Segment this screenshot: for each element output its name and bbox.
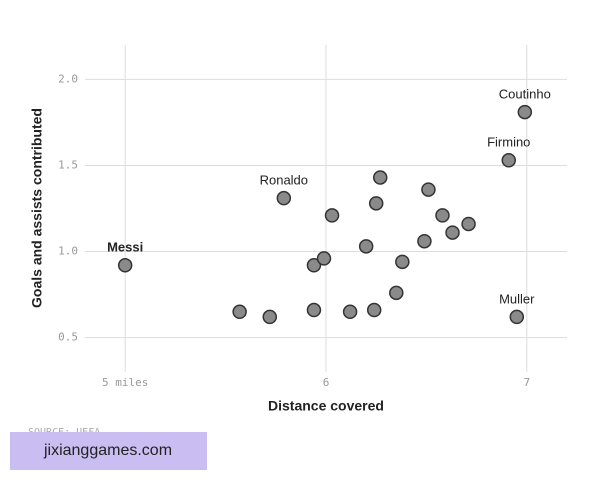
point [276,190,292,206]
y-tick-label: 1.5 [58,158,78,171]
point [262,309,278,325]
point [342,304,358,320]
point [417,233,432,249]
point [435,208,450,223]
watermark-box [10,432,207,470]
point [389,285,404,301]
point [461,216,476,232]
y-tick-label: 1.0 [58,245,78,258]
point-label: Muller [499,291,535,306]
point-label: Messi [107,240,143,255]
x-tick-label: 6 [323,376,330,389]
point [445,225,460,240]
point [117,258,133,273]
point [501,153,517,168]
point [509,309,525,325]
point [306,258,322,273]
point [232,304,247,320]
point [421,182,436,197]
watermark: jixianggames.com [43,442,172,459]
point [358,239,374,254]
point [366,302,382,318]
point-label: Coutinho [499,87,551,102]
point [324,208,340,223]
point-label: Ronaldo [260,173,308,188]
x-tick-label: 5 miles [102,376,148,389]
point [372,170,388,185]
y-axis-title: Goals and assists contributed [29,108,45,308]
point [368,196,384,211]
y-tick-label: 0.5 [58,331,78,344]
point [517,104,533,120]
y-tick-label: 2.0 [58,72,78,85]
x-tick-label: 7 [524,376,531,389]
x-axis-title: Distance covered [268,398,384,414]
point [306,302,322,318]
point-label: Firmino [487,135,530,150]
point [395,254,410,270]
point [316,251,332,266]
